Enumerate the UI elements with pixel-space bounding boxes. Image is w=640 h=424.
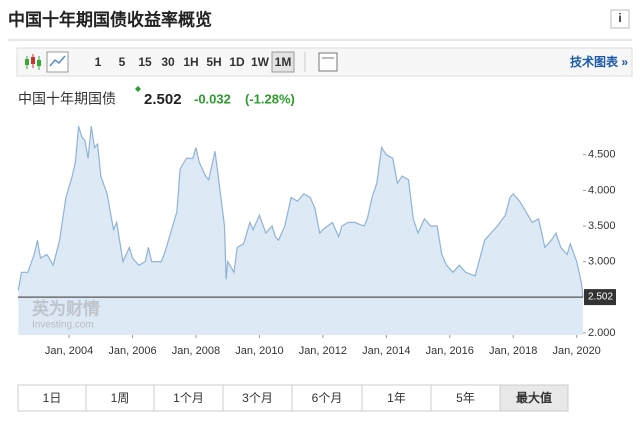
x-tick-label: Jan, 2006	[108, 345, 156, 357]
x-tick-label: Jan, 2020	[552, 345, 600, 357]
interval-button[interactable]: 15	[138, 55, 152, 69]
x-tick-label: Jan, 2014	[362, 345, 410, 357]
info-button[interactable]	[610, 9, 630, 29]
interval-button[interactable]: 1H	[183, 55, 198, 69]
range-label: 1日	[43, 391, 62, 405]
range-button[interactable]	[17, 384, 87, 412]
range-label: 6个月	[312, 391, 343, 405]
range-label: 最大值	[516, 390, 552, 405]
line	[17, 126, 584, 298]
y-tick-label: 2.000	[588, 327, 616, 339]
y-tick-label: 3.500	[588, 220, 616, 232]
range-label: 1个月	[173, 391, 204, 405]
y-tick-label: 4.000	[588, 184, 616, 196]
x-tick-label: Jan, 2016	[426, 345, 474, 357]
current-price-label: 2.502	[588, 292, 613, 303]
table-icon[interactable]	[318, 52, 338, 72]
range-label: 3个月	[242, 391, 273, 405]
range-button[interactable]	[499, 384, 569, 412]
tech-chart-link[interactable]: 技术图表 »	[570, 54, 628, 69]
interval-button[interactable]: 5H	[206, 55, 221, 69]
range-bar: 1日 1周 1个月 3个月 6个月 1年 5年 最大值	[17, 384, 569, 412]
range-label: 1周	[111, 391, 130, 405]
title: 中国十年期国债收益率概览	[8, 9, 212, 29]
x-tick-label: Jan, 2018	[489, 345, 537, 357]
x-tick-label: Jan, 2008	[172, 345, 220, 357]
quote-change: -0.032	[194, 91, 231, 106]
x-tick-label: Jan, 2010	[235, 345, 283, 357]
interval-button[interactable]: 1D	[229, 55, 245, 69]
interval-button[interactable]: 5	[119, 55, 126, 69]
quote-name: 中国十年期国债	[18, 91, 116, 107]
x-tick-label: Jan, 2012	[299, 345, 347, 357]
interval-button[interactable]: 1M	[275, 55, 292, 69]
range-button[interactable]	[153, 384, 224, 412]
quote-change-pct: (-1.28%)	[245, 91, 295, 106]
range-button[interactable]	[291, 384, 363, 412]
area	[18, 126, 584, 335]
quote-price: 2.502	[144, 91, 182, 108]
range-button[interactable]	[430, 384, 501, 412]
up-arrow	[135, 86, 141, 92]
y-tick-label: 3.000	[588, 256, 616, 268]
interval-button[interactable]: 1	[95, 55, 102, 69]
watermark-brand: 英为财情	[32, 298, 100, 318]
x-tick-label: Jan, 2004	[45, 345, 93, 357]
current-price-box	[584, 289, 616, 306]
plot	[17, 112, 584, 335]
candle-icon[interactable]	[25, 54, 41, 70]
interval-button[interactable]: 30	[161, 55, 175, 69]
interval-selected	[271, 51, 295, 73]
watermark-site: Investing.com	[32, 320, 94, 331]
range-label: 5年	[456, 391, 475, 405]
line-icon-glyph	[49, 55, 66, 67]
y-tick-label: 4.500	[588, 149, 616, 161]
info-icon: i	[618, 11, 621, 25]
interval-button[interactable]: 1W	[251, 55, 270, 69]
range-label: 1年	[387, 391, 406, 405]
